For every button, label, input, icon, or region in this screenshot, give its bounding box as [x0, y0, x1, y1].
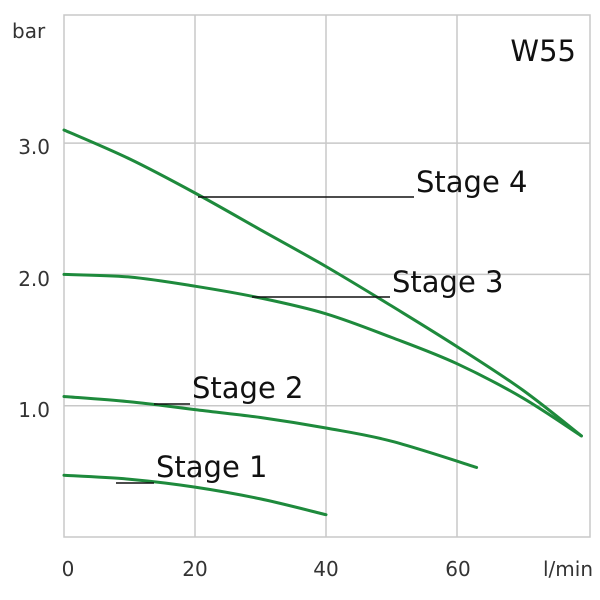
- x-axis-unit: l/min: [543, 557, 593, 581]
- x-tick-label: 40: [313, 557, 338, 581]
- y-tick-label: 3.0: [18, 135, 50, 159]
- series-label-stage-2: Stage 2: [192, 371, 303, 405]
- y-tick-label: 1.0: [18, 398, 50, 422]
- plot-frame: [63, 14, 591, 538]
- series-curves: [62, 128, 583, 517]
- label-leader-lines: [116, 196, 414, 484]
- y-axis-unit: bar: [12, 19, 46, 43]
- series-line-stage-3: [62, 272, 583, 438]
- x-tick-label: 0: [62, 557, 75, 581]
- series-line-stage-2: [62, 395, 479, 469]
- grid-lines: [64, 15, 590, 537]
- series-line-stage-4: [62, 128, 583, 438]
- series-label-stage-4: Stage 4: [416, 165, 527, 199]
- chart-text: W55 bar l/min 0 20 40 60 1.0 2.0 3.0 Sta…: [12, 19, 593, 581]
- chart-title: W55: [510, 34, 576, 68]
- series-label-stage-1: Stage 1: [156, 450, 267, 484]
- series-line-stage-1: [62, 473, 328, 517]
- series-label-stage-3: Stage 3: [392, 265, 503, 299]
- x-tick-label: 60: [445, 557, 470, 581]
- x-tick-label: 20: [182, 557, 207, 581]
- y-tick-label: 2.0: [18, 267, 50, 291]
